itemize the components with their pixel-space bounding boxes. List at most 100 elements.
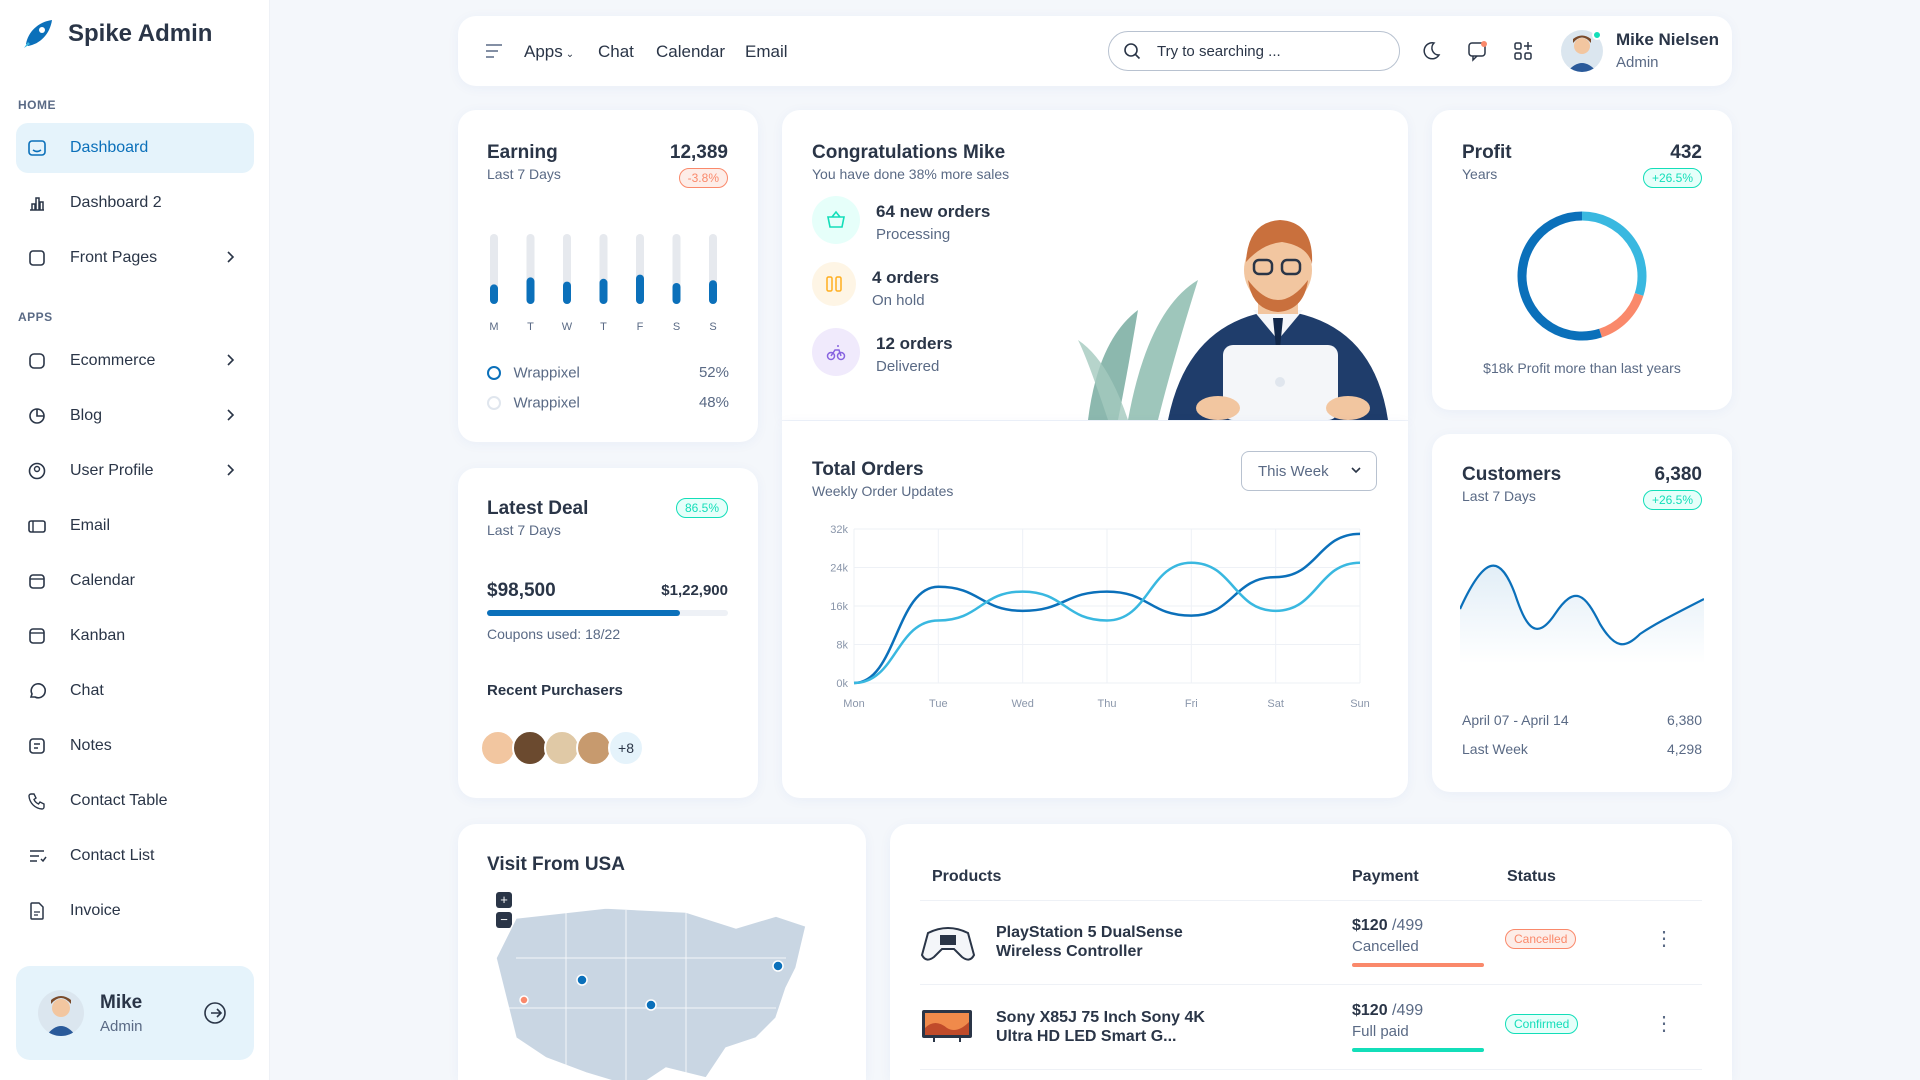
search-input[interactable]: Try to searching ... <box>1157 43 1281 60</box>
logout-icon[interactable] <box>202 1000 228 1026</box>
congrats-subtitle: You have done 38% more sales <box>812 166 1010 182</box>
deal-amount: $98,500 <box>487 580 556 601</box>
sidebar-item-dashboard[interactable]: Dashboard <box>16 123 254 173</box>
earning-bar <box>599 278 608 304</box>
order-state: Delivered <box>876 358 940 375</box>
search-box[interactable]: Try to searching ... <box>1108 31 1400 71</box>
payment-progress <box>1352 1048 1484 1052</box>
sidebar-item-label: Front Pages <box>70 249 158 266</box>
moon-icon[interactable] <box>1420 40 1442 62</box>
avatar[interactable] <box>38 990 84 1036</box>
zoom-in-button[interactable]: + <box>496 892 512 908</box>
product-image-tv <box>920 1008 974 1044</box>
profit-donut-segment <box>1598 292 1644 338</box>
sidebar-item-front-pages[interactable]: Front Pages <box>16 233 254 283</box>
payment-amount: $120 /499 <box>1352 917 1424 934</box>
profit-card: Profit Years 432 +26.5% $18k Profit more… <box>1432 110 1732 410</box>
nav-link-apps[interactable]: Apps ⌄ <box>524 42 575 61</box>
y-tick-label: 0k <box>836 678 848 690</box>
sidebar-item-blog[interactable]: Blog <box>16 391 254 441</box>
sidebar-item-label: Blog <box>70 407 103 424</box>
sidebar-item-contact-list[interactable]: Contact List <box>16 831 254 881</box>
deal-title: Latest Deal <box>487 498 589 519</box>
sidebar-item-email[interactable]: Email <box>16 501 254 551</box>
more-vertical-icon[interactable]: ⋮ <box>1654 928 1674 950</box>
legend-dot-primary <box>487 365 501 380</box>
layout-kanban-icon <box>26 625 48 647</box>
usa-map[interactable] <box>486 898 846 1080</box>
status-badge: Confirmed <box>1505 1014 1579 1034</box>
earning-day-label: T <box>527 321 534 333</box>
sidebar-item-invoice[interactable]: Invoice <box>16 886 254 936</box>
period-select[interactable]: This Week <box>1241 451 1377 491</box>
customers-range-label: April 07 - April 14 <box>1462 712 1569 728</box>
order-state: On hold <box>872 292 925 309</box>
zoom-out-button[interactable]: − <box>496 912 512 928</box>
table-row[interactable]: Sony X85J 75 Inch Sony 4K Ultra HD LED Sm… <box>920 986 1702 1070</box>
orders-title: Total Orders <box>812 459 924 480</box>
table-divider <box>920 900 1702 901</box>
table-row[interactable]: PlayStation 5 DualSense Wireless Controll… <box>920 901 1702 985</box>
earning-legend-2: Wrappixel 48% <box>487 394 729 412</box>
avatar[interactable] <box>576 730 612 766</box>
earning-title: Earning <box>487 142 558 163</box>
notes-icon <box>26 735 48 757</box>
profit-footer: $18k Profit more than last years <box>1483 360 1681 376</box>
sidebar-item-notes[interactable]: Notes <box>16 721 254 771</box>
profit-donut-segment <box>1517 211 1602 341</box>
orders-series-line <box>853 561 1361 685</box>
latest-deal-card: Latest Deal Last 7 Days 86.5% $98,500 $1… <box>458 468 758 798</box>
earning-bar <box>636 274 644 304</box>
period-select-value: This Week <box>1258 463 1329 480</box>
avatar[interactable] <box>512 730 548 766</box>
menu-toggle-icon[interactable] <box>484 42 504 60</box>
sidebar-profile-card: Mike Admin <box>16 966 254 1060</box>
customers-title: Customers <box>1462 464 1562 485</box>
recent-purchasers-label: Recent Purchasers <box>487 682 623 699</box>
product-name: Sony X85J 75 Inch Sony 4K Ultra HD LED Sm… <box>996 1009 1205 1045</box>
sidebar-item-chat[interactable]: Chat <box>16 666 254 716</box>
sidebar-item-ecommerce[interactable]: Ecommerce <box>16 336 254 386</box>
avatar[interactable] <box>1561 30 1603 72</box>
nav-link-chat[interactable]: Chat <box>598 42 634 61</box>
sidebar-item-user-profile[interactable]: User Profile <box>16 446 254 496</box>
sidebar-item-label: Ecommerce <box>70 352 156 369</box>
basket-icon <box>26 350 48 372</box>
visit-title: Visit From USA <box>487 854 625 875</box>
earning-bar <box>563 281 571 304</box>
more-purchasers-count[interactable]: +8 <box>608 730 644 766</box>
orders-series-line <box>853 532 1361 685</box>
basket-icon <box>812 196 860 244</box>
brand[interactable]: Spike Admin <box>18 14 212 54</box>
message-icon[interactable] <box>1466 40 1488 62</box>
earning-day-label: W <box>562 321 573 333</box>
y-tick-label: 8k <box>836 640 848 652</box>
deal-progress-track <box>487 610 728 616</box>
sidebar-item-label: Dashboard 2 <box>70 194 162 211</box>
more-vertical-icon[interactable]: ⋮ <box>1654 1013 1674 1035</box>
nav-link-email[interactable]: Email <box>745 42 788 61</box>
chevron-right-icon <box>222 248 238 266</box>
nav-caption-home: HOME <box>18 98 56 112</box>
sidebar-item-calendar[interactable]: Calendar <box>16 556 254 606</box>
customers-range-value: 6,380 <box>1666 712 1702 728</box>
rocket-logo-icon <box>18 14 58 54</box>
sidebar: Spike Admin HOME Dashboard Dashboard 2 F… <box>0 0 270 1080</box>
deal-coupons: Coupons used: 18/22 <box>487 626 621 642</box>
sidebar-item-dashboard-2[interactable]: Dashboard 2 <box>16 178 254 228</box>
legend-name: Wrappixel <box>513 394 580 412</box>
earning-subtitle: Last 7 Days <box>487 166 561 182</box>
customers-lastweek-value: 4,298 <box>1666 741 1702 757</box>
avatar[interactable] <box>544 730 580 766</box>
deal-target: $1,22,900 <box>661 582 728 599</box>
apps-grid-icon[interactable] <box>1512 40 1534 62</box>
profit-subtitle: Years <box>1462 166 1498 182</box>
avatar[interactable] <box>480 730 516 766</box>
earning-day-label: T <box>600 321 607 333</box>
customers-card: Customers Last 7 Days 6,380 +26.5% April… <box>1432 434 1732 792</box>
sidebar-item-kanban[interactable]: Kanban <box>16 611 254 661</box>
earning-day-label: F <box>637 321 644 333</box>
nav-link-calendar[interactable]: Calendar <box>656 42 725 61</box>
profile-name: Mike <box>100 992 143 1013</box>
sidebar-item-contact-table[interactable]: Contact Table <box>16 776 254 826</box>
